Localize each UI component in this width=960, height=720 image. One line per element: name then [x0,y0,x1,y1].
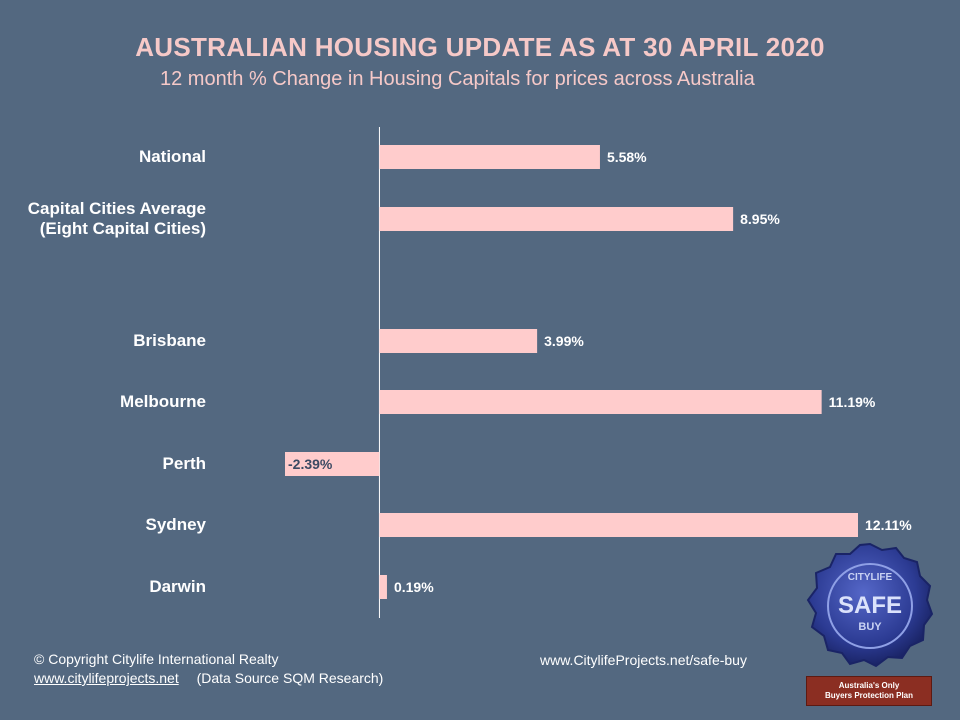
bar [379,575,387,599]
category-label: Brisbane [133,331,206,350]
data-label: 11.19% [829,394,876,410]
safe-buy-url: www.CitylifeProjects.net/safe-buy [540,652,747,668]
chart-subtitle: 12 month % Change in Housing Capitals fo… [160,68,755,90]
bar [379,390,822,414]
banner-line2: Buyers Protection Plan [824,691,914,700]
data-label: -2.39% [288,456,333,472]
footer-copyright-block: © Copyright Citylife International Realt… [34,650,383,688]
seal-sub-text: BUY [858,621,882,633]
category-label: Melbourne [120,392,206,411]
category-label: Darwin [149,577,206,596]
category-label: (Eight Capital Cities) [40,219,206,238]
chart-title: AUSTRALIAN HOUSING UPDATE AS AT 30 APRIL… [135,32,825,62]
data-source-text: (Data Source SQM Research) [196,670,384,686]
category-label: Sydney [146,515,207,534]
bar [379,207,734,231]
seal-top-text: CITYLIFE [848,572,893,583]
copyright-text: © Copyright Citylife International Realt… [34,651,279,667]
bar [285,452,380,476]
data-label: 0.19% [394,579,434,595]
data-label: 3.99% [544,333,584,349]
data-label: 5.58% [607,149,647,165]
category-label: Perth [163,454,206,473]
seal-main-text: SAFE [838,592,902,619]
bar [379,145,600,169]
banner-line1: Australia's Only [838,681,900,690]
bar [379,329,538,353]
category-label: National [139,147,206,166]
buyers-protection-banner: Australia's Only Buyers Protection Plan [806,676,932,706]
category-label: Capital Cities Average [28,199,206,218]
bar-chart: 5.58% National 8.95% Capital Cities Average… [28,127,912,618]
citylife-link[interactable]: www.citylifeprojects.net [34,670,179,686]
safe-buy-seal-logo: CITYLIFE SAFE BUY [806,542,934,668]
bar [379,513,858,537]
data-label: 8.95% [740,211,780,227]
data-label: 12.11% [865,517,912,533]
